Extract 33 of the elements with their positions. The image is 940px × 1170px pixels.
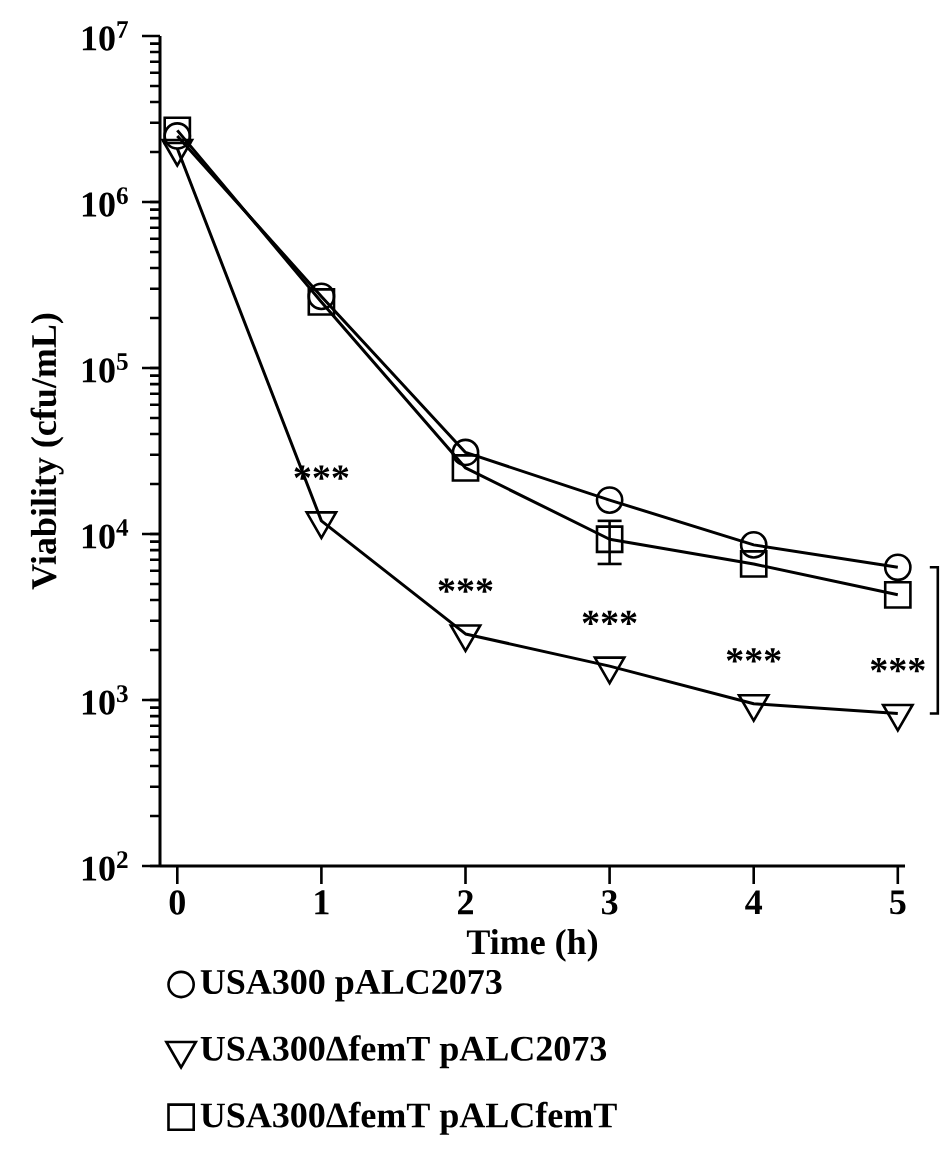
point (163, 122, 192, 150)
x-axis-title: Time (h) (466, 929, 598, 962)
annotation: *** (582, 610, 637, 625)
point (307, 288, 336, 316)
point (451, 438, 480, 467)
annotation: *** (726, 648, 781, 663)
legend-label: USA300ΔfemT pALCfemT (200, 1101, 617, 1135)
point (883, 580, 912, 609)
annotation: *** (438, 578, 493, 593)
legend-label: USA300ΔfemT pALC2073 (200, 1035, 607, 1069)
x-tick-label: 3 (601, 890, 618, 915)
x-tick-label: 1 (315, 890, 329, 915)
y-tick-label: 10$^{5}$ (82, 353, 128, 383)
annotation: *** (870, 657, 925, 673)
x-tick-label: 5 (890, 890, 906, 915)
point (163, 116, 192, 145)
x-tick-label: 4 (745, 890, 763, 915)
point (595, 525, 624, 554)
y-tick-label: 10$^{4}$ (82, 519, 129, 549)
y-tick-label: 10$^{3}$ (82, 685, 128, 715)
y-tick-label: 10$^{7}$ (82, 21, 128, 51)
y-tick-label: 10$^{2}$ (82, 851, 128, 881)
point (739, 530, 768, 559)
y-axis-title: Viability (cfu/mL) (30, 313, 64, 590)
x-tick-label: 0 (169, 890, 185, 915)
x-tick-label: 2 (458, 890, 473, 915)
point (883, 553, 912, 582)
point (307, 282, 336, 311)
point (595, 486, 624, 515)
y-tick-label: 10$^{6}$ (82, 187, 128, 217)
point (451, 454, 480, 482)
legend-label: USA300 pALC2073 (200, 969, 502, 1002)
point (739, 550, 768, 578)
